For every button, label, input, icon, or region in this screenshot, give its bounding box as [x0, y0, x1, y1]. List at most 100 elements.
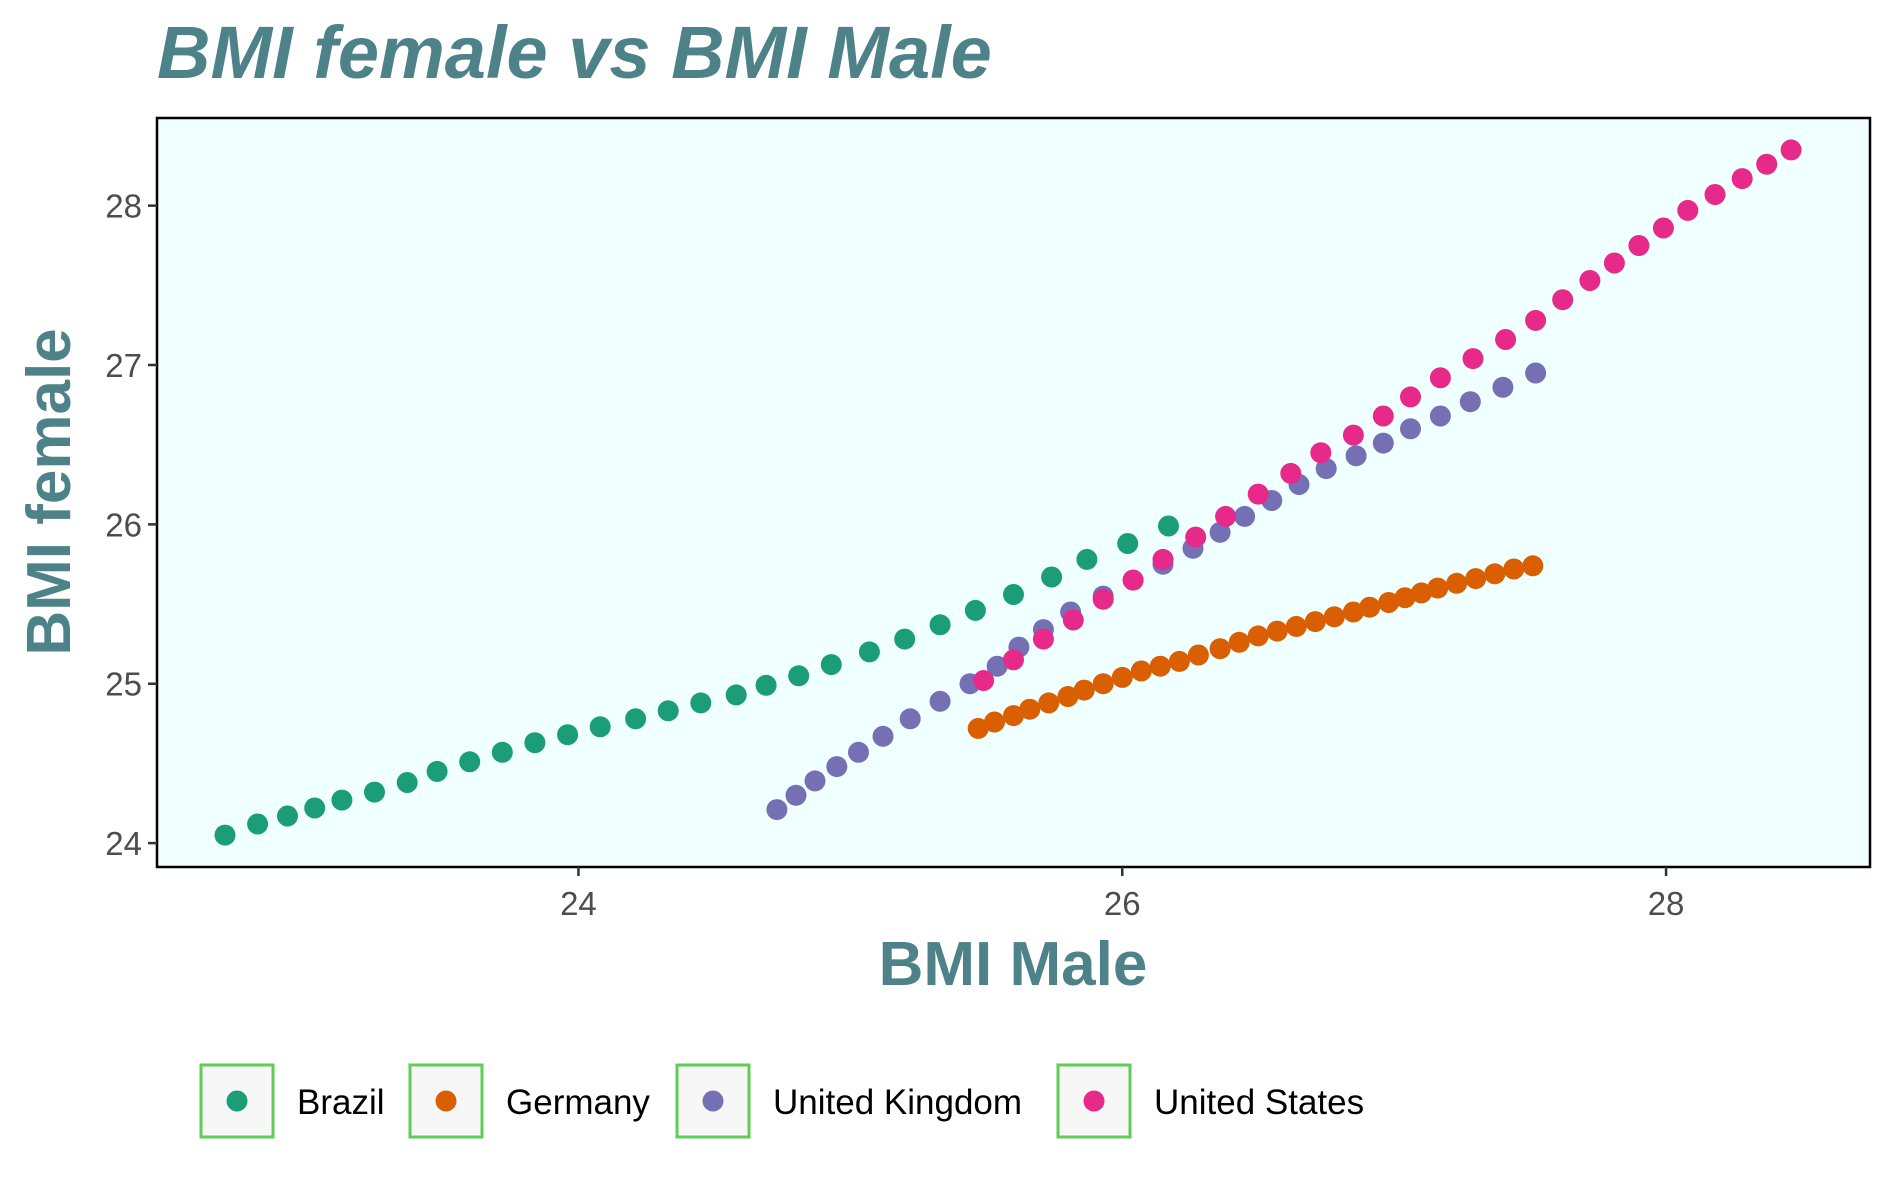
point-united-kingdom-1: [785, 784, 807, 806]
y-axis-title: BMI female: [15, 328, 84, 655]
point-united-states-17: [1495, 329, 1517, 350]
point-germany-20: [1342, 601, 1364, 623]
point-united-kingdom-28: [1525, 362, 1547, 384]
point-united-states-21: [1603, 252, 1625, 274]
legend-label-united-kingdom: United Kingdom: [773, 1083, 1022, 1122]
point-germany-27: [1465, 568, 1487, 590]
point-united-states-4: [1092, 588, 1114, 610]
point-germany-21: [1359, 596, 1381, 618]
point-brazil-4: [331, 789, 353, 811]
point-united-states-28: [1780, 139, 1802, 161]
point-united-states-8: [1215, 505, 1237, 527]
point-germany-12: [1187, 644, 1209, 666]
x-axis-title: BMI Male: [879, 930, 1148, 999]
point-united-kingdom-23: [1372, 432, 1394, 454]
point-united-states-6: [1152, 548, 1174, 570]
point-united-states-19: [1552, 289, 1574, 311]
point-united-states-25: [1704, 184, 1726, 205]
point-united-states-18: [1525, 309, 1547, 331]
y-axis-ticks: 24 25 26 27 28: [105, 188, 157, 862]
chart-title: BMI female vs BMI Male: [157, 11, 992, 94]
point-germany-22: [1378, 592, 1400, 613]
point-united-states-10: [1280, 462, 1302, 484]
point-germany-14: [1228, 631, 1250, 653]
point-germany-4: [1038, 692, 1060, 714]
point-brazil-5: [364, 781, 385, 803]
point-united-states-20: [1579, 270, 1601, 291]
x-tick-label-24: 24: [560, 885, 597, 922]
point-brazil-14: [657, 700, 679, 722]
point-brazil-22: [929, 614, 951, 636]
point-germany-29: [1503, 558, 1525, 580]
point-germany-17: [1285, 615, 1307, 637]
y-tick-label-25: 25: [105, 666, 142, 703]
point-brazil-15: [690, 692, 712, 714]
point-united-kingdom-7: [929, 690, 951, 712]
point-germany-6: [1073, 679, 1095, 701]
point-germany-28: [1484, 563, 1506, 585]
point-united-states-12: [1342, 424, 1364, 446]
point-united-kingdom-21: [1315, 458, 1337, 480]
point-brazil-11: [557, 724, 579, 746]
legend-item-united-states: United States: [1056, 1063, 1364, 1139]
point-united-kingdom-9: [986, 655, 1008, 677]
legend: Brazil Germany United Kingdom United States: [199, 1063, 1364, 1139]
point-brazil-10: [524, 732, 546, 754]
legend-label-germany: Germany: [506, 1083, 650, 1122]
point-germany-7: [1092, 673, 1114, 695]
point-united-kingdom-0: [766, 799, 788, 821]
point-united-states-7: [1185, 526, 1207, 548]
point-united-states-14: [1400, 386, 1421, 408]
point-united-states-16: [1462, 348, 1484, 370]
point-germany-1: [984, 711, 1005, 733]
legend-item-brazil: Brazil: [199, 1063, 385, 1139]
point-germany-18: [1304, 611, 1326, 633]
point-brazil-2: [277, 805, 298, 827]
point-germany-23: [1394, 587, 1416, 609]
legend-swatch-germany: [435, 1090, 457, 1112]
x-tick-label-26: 26: [1104, 885, 1141, 922]
point-united-states-26: [1731, 168, 1753, 190]
point-united-kingdom-25: [1429, 405, 1451, 427]
point-united-states-13: [1372, 405, 1394, 427]
point-germany-3: [1019, 698, 1041, 720]
point-brazil-27: [1117, 533, 1139, 554]
point-brazil-0: [214, 824, 236, 846]
point-united-kingdom-17: [1209, 521, 1231, 543]
y-tick-label-27: 27: [105, 347, 142, 384]
point-brazil-12: [589, 716, 611, 738]
point-united-states-1: [1003, 649, 1024, 671]
point-germany-15: [1247, 625, 1269, 647]
legend-swatch-united-kingdom: [702, 1090, 724, 1112]
point-germany-11: [1168, 650, 1190, 672]
point-germany-0: [967, 717, 989, 739]
point-germany-2: [1003, 705, 1024, 727]
point-germany-30: [1522, 555, 1544, 577]
point-united-states-24: [1677, 199, 1699, 221]
legend-item-united-kingdom: United Kingdom: [675, 1063, 1022, 1139]
legend-swatch-united-states: [1083, 1090, 1105, 1112]
point-brazil-3: [304, 797, 326, 819]
point-united-kingdom-2: [804, 770, 826, 792]
point-united-states-9: [1247, 483, 1269, 505]
point-united-states-0: [973, 670, 995, 691]
point-brazil-19: [820, 654, 842, 676]
point-germany-16: [1266, 620, 1288, 642]
data-points: [214, 139, 1802, 846]
point-united-states-22: [1628, 235, 1650, 256]
point-united-kingdom-18: [1234, 505, 1256, 527]
point-united-states-15: [1429, 367, 1451, 389]
point-germany-9: [1130, 660, 1152, 682]
point-united-states-23: [1652, 217, 1674, 239]
point-germany-26: [1446, 572, 1468, 594]
legend-item-germany: Germany: [408, 1063, 650, 1139]
y-tick-label-28: 28: [105, 188, 142, 225]
point-brazil-6: [396, 772, 418, 793]
point-united-states-2: [1032, 628, 1054, 650]
point-brazil-16: [725, 684, 747, 706]
point-brazil-8: [459, 751, 481, 773]
point-germany-8: [1111, 666, 1133, 688]
point-united-states-27: [1756, 153, 1778, 175]
y-tick-label-24: 24: [105, 825, 142, 862]
x-axis-ticks: 24 26 28: [560, 867, 1684, 922]
